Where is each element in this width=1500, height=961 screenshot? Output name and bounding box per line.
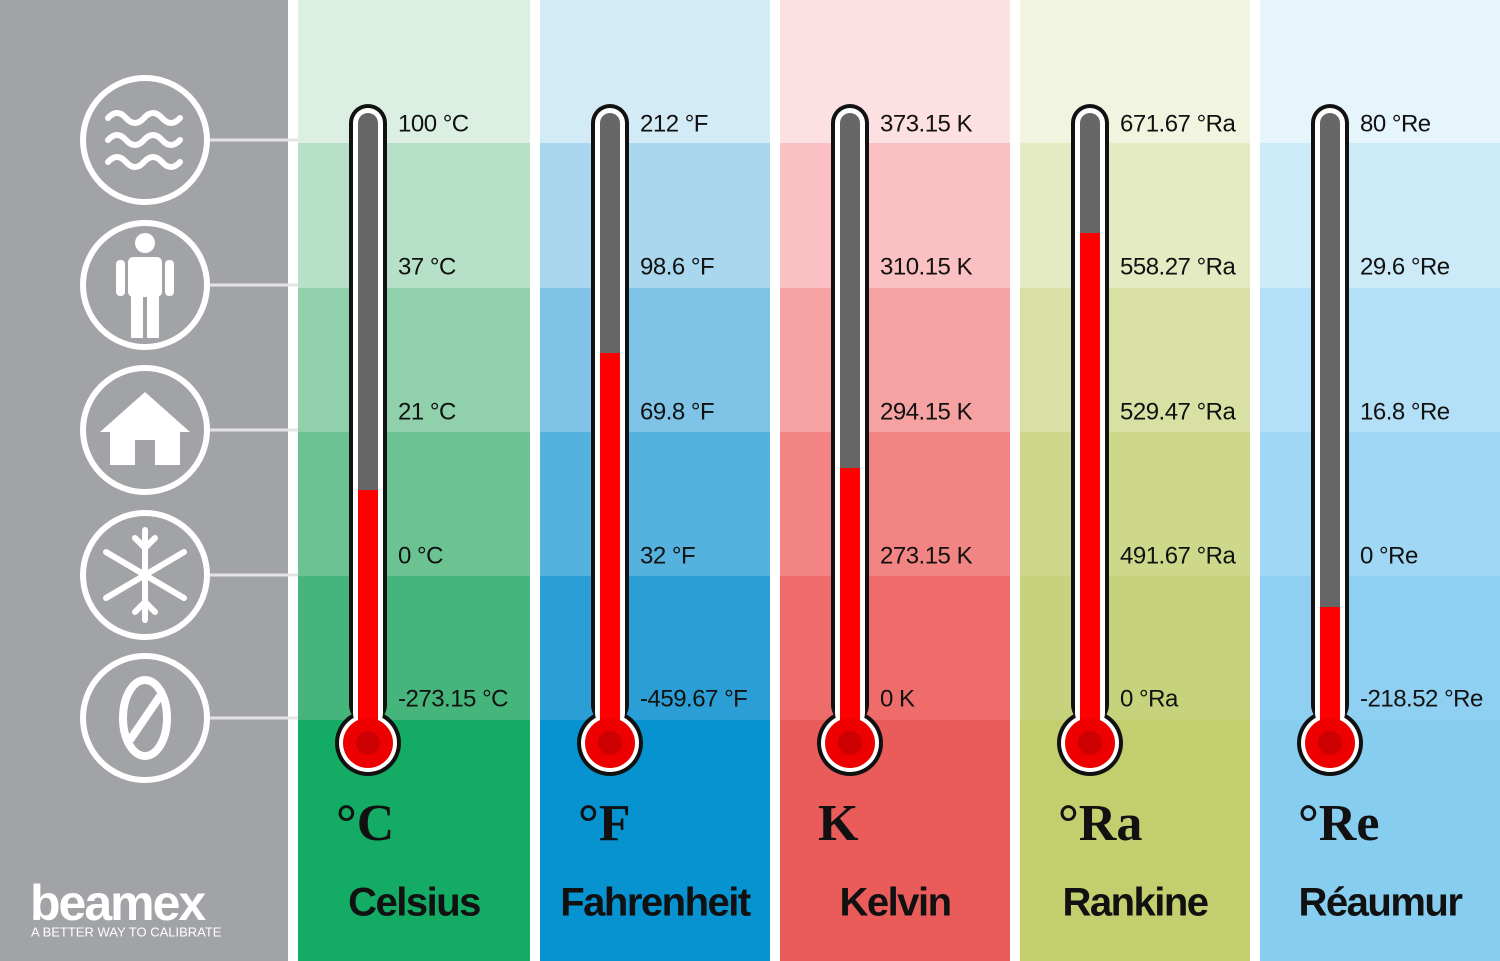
scale-label: 100 °C: [398, 110, 469, 137]
mercury: [840, 468, 860, 728]
color-band: [780, 143, 1010, 288]
icon-circles: [80, 75, 210, 783]
color-band: [298, 288, 530, 432]
unit-symbol: °F: [578, 795, 631, 852]
mercury: [1320, 607, 1340, 728]
scale-label: 558.27 °Ra: [1120, 253, 1237, 280]
snowflake-icon: [103, 527, 187, 623]
scale-columns: 100 °C 37 °C 21 °C 0 °C -273.15 °C °C Celsius 2…: [298, 0, 1500, 961]
color-band: [298, 143, 530, 288]
scale-name: Fahrenheit: [560, 881, 751, 925]
color-band: [540, 576, 770, 720]
color-band: [780, 432, 1010, 576]
unit-symbol: K: [818, 795, 859, 852]
bulb-shine: [356, 731, 380, 755]
mercury: [1080, 233, 1100, 728]
color-band: [298, 576, 530, 720]
unit-symbol: °C: [336, 795, 394, 852]
scale-label: -273.15 °C: [398, 685, 508, 712]
mercury: [358, 490, 378, 728]
scale-label: 21 °C: [398, 398, 456, 425]
scale-name: Réaumur: [1299, 881, 1463, 925]
scale-label: 37 °C: [398, 253, 456, 280]
scale-label: 310.15 K: [880, 253, 973, 280]
scale-label: 491.67 °Ra: [1120, 542, 1237, 569]
unit-symbol: °Re: [1298, 795, 1379, 852]
mercury: [600, 353, 620, 728]
scale-label: 0 K: [880, 685, 915, 712]
scale-label: 212 °F: [640, 110, 708, 137]
color-band: [540, 0, 770, 143]
house-icon: [100, 392, 190, 465]
color-band: [1260, 720, 1500, 961]
color-band: [1260, 0, 1500, 143]
brand-logo: beamex: [30, 875, 206, 931]
zero-icon: [119, 676, 171, 760]
scale-label: 0 °Ra: [1120, 685, 1179, 712]
color-band: [1260, 288, 1500, 432]
color-band: [780, 720, 1010, 961]
color-band: [1260, 143, 1500, 288]
scale-label: -459.67 °F: [640, 685, 747, 712]
color-band: [1020, 143, 1250, 288]
color-band: [780, 288, 1010, 432]
color-band: [1020, 576, 1250, 720]
scale-name: Rankine: [1062, 881, 1207, 925]
color-band: [298, 0, 530, 143]
color-band: [540, 432, 770, 576]
person-icon: [116, 233, 174, 338]
color-band: [540, 720, 770, 961]
scale-label: -218.52 °Re: [1360, 685, 1483, 712]
scale-label: 373.15 K: [880, 110, 973, 137]
scale-label: 80 °Re: [1360, 110, 1431, 137]
color-band: [1260, 576, 1500, 720]
color-band: [298, 432, 530, 576]
scale-label: 273.15 K: [880, 542, 973, 569]
scale-label: 32 °F: [640, 542, 695, 569]
color-band: [780, 576, 1010, 720]
connector-lines: [207, 138, 298, 720]
scale-name: Kelvin: [839, 881, 950, 925]
scale-label: 98.6 °F: [640, 253, 714, 280]
bulb-shine: [1318, 731, 1342, 755]
scale-label: 671.67 °Ra: [1120, 110, 1237, 137]
steam-icon: [105, 110, 183, 170]
bulb-shine: [838, 731, 862, 755]
scale-label: 29.6 °Re: [1360, 253, 1450, 280]
scale-label: 0 °C: [398, 542, 443, 569]
bulb-shine: [1078, 731, 1102, 755]
brand-tagline: A BETTER WAY TO CALIBRATE: [31, 924, 222, 939]
color-band: [780, 0, 1010, 143]
color-band: [1260, 432, 1500, 576]
scale-label: 16.8 °Re: [1360, 398, 1450, 425]
color-band: [1020, 720, 1250, 961]
color-band: [1020, 432, 1250, 576]
scale-label: 294.15 K: [880, 398, 973, 425]
unit-symbol: °Ra: [1058, 795, 1142, 852]
thermometer-tube: [1320, 113, 1340, 728]
color-band: [540, 143, 770, 288]
color-band: [298, 720, 530, 961]
color-band: [540, 288, 770, 432]
scale-label: 0 °Re: [1360, 542, 1418, 569]
color-band: [1020, 0, 1250, 143]
scale-name: Celsius: [348, 881, 480, 925]
scale-label: 529.47 °Ra: [1120, 398, 1237, 425]
scale-label: 69.8 °F: [640, 398, 714, 425]
bulb-shine: [598, 731, 622, 755]
color-band: [1020, 288, 1250, 432]
